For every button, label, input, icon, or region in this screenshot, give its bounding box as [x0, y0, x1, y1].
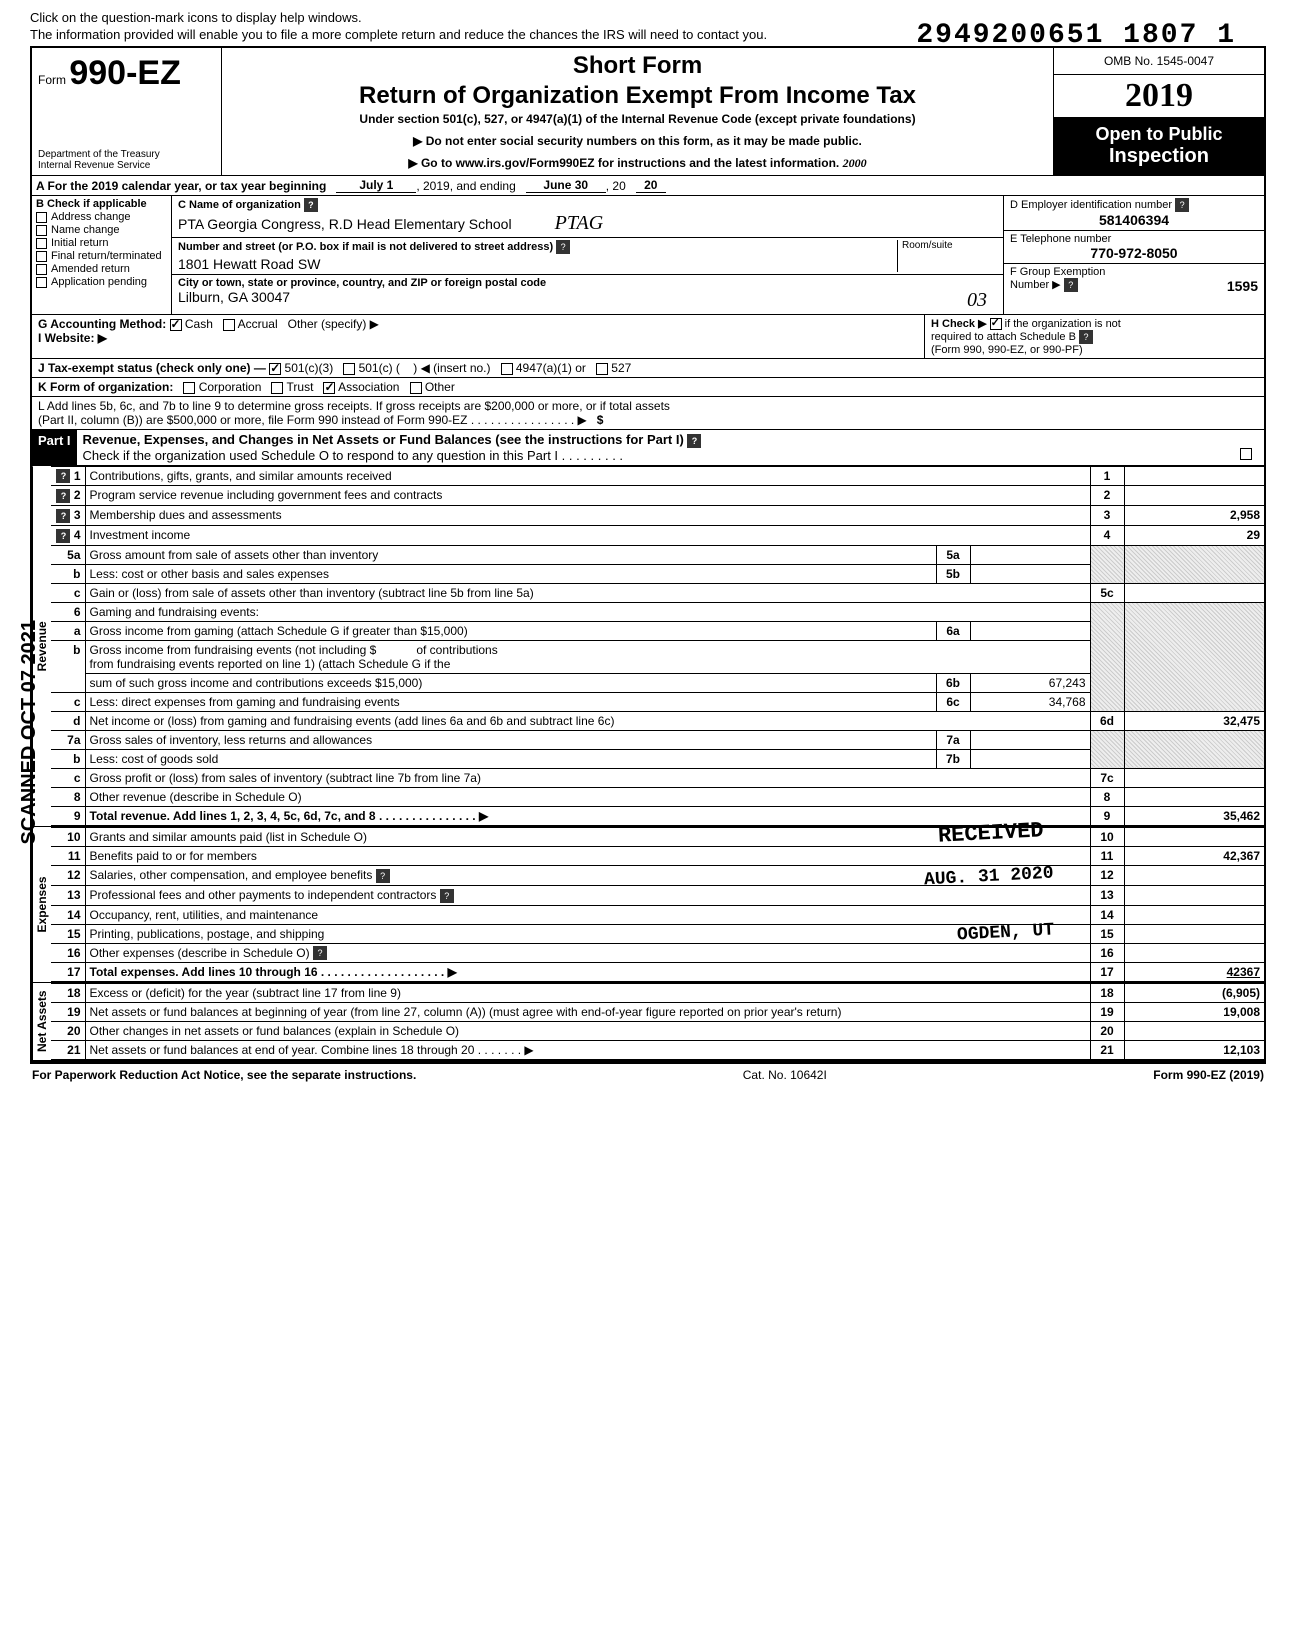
help-icon[interactable]: ?	[556, 240, 570, 254]
chk-address-change[interactable]	[36, 212, 47, 223]
line6d-value: 32,475	[1124, 711, 1264, 730]
form-number: Form 990-EZ	[38, 54, 215, 93]
line11-value: 42,367	[1124, 846, 1264, 865]
help-icon[interactable]: ?	[1079, 330, 1093, 344]
chk-assoc[interactable]	[323, 382, 335, 394]
chk-cash[interactable]	[170, 319, 182, 331]
scanned-stamp: SCANNED OCT 07 2021	[18, 620, 41, 845]
help-icon[interactable]: ?	[687, 434, 701, 448]
chk-app-pending[interactable]	[36, 277, 47, 288]
help-icon[interactable]: ?	[1064, 278, 1078, 292]
dept-irs: Internal Revenue Service	[38, 160, 215, 171]
page-footer: For Paperwork Reduction Act Notice, see …	[30, 1064, 1266, 1086]
line6c-value: 34,768	[970, 692, 1090, 711]
chk-initial-return[interactable]	[36, 238, 47, 249]
net-assets-section: Net Assets 18Excess or (deficit) for the…	[32, 983, 1264, 1062]
chk-final-return[interactable]	[36, 251, 47, 262]
line9-total-revenue: 35,462	[1124, 806, 1264, 825]
line19-value: 19,008	[1124, 1003, 1264, 1022]
col-b-checkboxes: B Check if applicable Address change Nam…	[32, 196, 172, 314]
org-name: PTA Georgia Congress, R.D Head Elementar…	[178, 216, 512, 232]
row-a-tax-year: A For the 2019 calendar year, or tax yea…	[32, 176, 1264, 196]
short-form-title: Short Form	[230, 52, 1045, 80]
ein: 581406394	[1010, 212, 1258, 228]
part-1-header: Part I Revenue, Expenses, and Changes in…	[32, 430, 1264, 466]
return-title: Return of Organization Exempt From Incom…	[230, 82, 1045, 110]
dept-treasury: Department of the Treasury	[38, 149, 215, 160]
open-public-badge: Open to Public Inspection	[1054, 118, 1264, 175]
chk-amended[interactable]	[36, 264, 47, 275]
row-k: K Form of organization: Corporation Trus…	[32, 378, 1264, 397]
line6b-value: 67,243	[970, 673, 1090, 692]
row-l: L Add lines 5b, 6c, and 7b to line 9 to …	[32, 397, 1264, 430]
form-header: Form 990-EZ Department of the Treasury I…	[32, 48, 1264, 176]
line18-value: (6,905)	[1124, 984, 1264, 1003]
dln-stamp: 2949200651 1807 1	[916, 20, 1236, 51]
line17-total-expenses: 42367	[1124, 963, 1264, 982]
omb-number: OMB No. 1545-0047	[1054, 48, 1264, 75]
form-990ez: Form 990-EZ Department of the Treasury I…	[30, 46, 1266, 1064]
revenue-section: Revenue ? 1Contributions, gifts, grants,…	[32, 466, 1264, 827]
line21-value: 12,103	[1124, 1041, 1264, 1060]
help-icon[interactable]: ?	[304, 198, 318, 212]
chk-other[interactable]	[410, 382, 422, 394]
tax-year: 2019	[1054, 75, 1264, 118]
chk-name-change[interactable]	[36, 225, 47, 236]
chk-corp[interactable]	[183, 382, 195, 394]
org-info-block: B Check if applicable Address change Nam…	[32, 196, 1264, 315]
hand-03: 03	[967, 289, 987, 312]
city-state-zip: Lilburn, GA 30047	[178, 289, 290, 305]
chk-4947[interactable]	[501, 363, 513, 375]
row-g-h: G Accounting Method: Cash Accrual Other …	[32, 315, 1264, 359]
chk-schedule-o[interactable]	[1240, 448, 1252, 460]
room-suite: Room/suite	[897, 240, 997, 272]
expenses-section: Expenses 10Grants and similar amounts pa…	[32, 827, 1264, 983]
under-section: Under section 501(c), 527, or 4947(a)(1)…	[230, 112, 1045, 126]
line3-value: 2,958	[1124, 506, 1264, 526]
row-j: J Tax-exempt status (check only one) — 5…	[32, 359, 1264, 378]
chk-schedule-b[interactable]	[990, 318, 1002, 330]
chk-501c[interactable]	[343, 363, 355, 375]
phone: 770-972-8050	[1010, 245, 1258, 261]
line4-value: 29	[1124, 526, 1264, 546]
chk-trust[interactable]	[271, 382, 283, 394]
group-exemption: 1595	[1227, 278, 1258, 294]
chk-501c3[interactable]	[269, 363, 281, 375]
street-address: 1801 Hewatt Road SW	[178, 256, 897, 272]
chk-accrual[interactable]	[223, 319, 235, 331]
help-icon[interactable]: ?	[1175, 198, 1189, 212]
ssn-warning: ▶ Do not enter social security numbers o…	[230, 134, 1045, 148]
goto-link: ▶ Go to www.irs.gov/Form990EZ for instru…	[230, 156, 1045, 171]
hand-ptag: PTAG	[555, 212, 604, 234]
chk-527[interactable]	[596, 363, 608, 375]
